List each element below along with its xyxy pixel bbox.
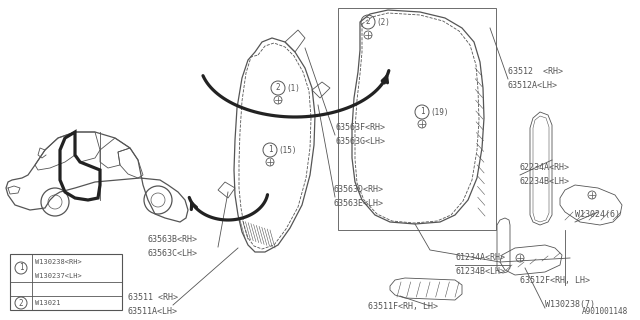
Text: 2: 2 bbox=[365, 18, 371, 27]
Text: 63563C<LH>: 63563C<LH> bbox=[148, 250, 198, 259]
Text: (19): (19) bbox=[430, 108, 449, 116]
Text: 62234B<LH>: 62234B<LH> bbox=[520, 178, 570, 187]
Text: 63511A<LH>: 63511A<LH> bbox=[128, 308, 178, 316]
Text: W130238(7): W130238(7) bbox=[545, 300, 595, 309]
Text: 62234A<RH>: 62234A<RH> bbox=[520, 164, 570, 172]
Text: 1: 1 bbox=[19, 263, 23, 273]
Text: 1: 1 bbox=[420, 108, 424, 116]
Text: 2: 2 bbox=[19, 299, 23, 308]
Bar bbox=[338, 8, 496, 230]
Text: W13024(6): W13024(6) bbox=[575, 211, 620, 220]
Text: 63512F<RH, LH>: 63512F<RH, LH> bbox=[520, 276, 590, 284]
Text: W130238<RH>: W130238<RH> bbox=[35, 259, 82, 265]
Text: (15): (15) bbox=[278, 146, 296, 155]
Bar bbox=[10, 254, 122, 310]
Text: 61234A<RH>: 61234A<RH> bbox=[455, 253, 505, 262]
Text: 1: 1 bbox=[268, 146, 272, 155]
Text: 63511 <RH>: 63511 <RH> bbox=[128, 293, 178, 302]
Text: W13021: W13021 bbox=[35, 300, 61, 306]
Text: (2): (2) bbox=[376, 18, 390, 27]
Text: 63512  <RH>: 63512 <RH> bbox=[508, 68, 563, 76]
Text: 63563E<LH>: 63563E<LH> bbox=[333, 199, 383, 209]
Text: 63563G<LH>: 63563G<LH> bbox=[335, 138, 385, 147]
Text: 63512A<LH>: 63512A<LH> bbox=[508, 82, 558, 91]
Text: 63563F<RH>: 63563F<RH> bbox=[335, 124, 385, 132]
Text: (1): (1) bbox=[286, 84, 300, 92]
Text: 63563B<RH>: 63563B<RH> bbox=[148, 236, 198, 244]
Text: A901001148: A901001148 bbox=[582, 307, 628, 316]
Text: W130237<LH>: W130237<LH> bbox=[35, 273, 82, 278]
Text: 61234B<LH>: 61234B<LH> bbox=[455, 268, 505, 276]
Text: 63511F<RH, LH>: 63511F<RH, LH> bbox=[368, 301, 438, 310]
Text: 63563D<RH>: 63563D<RH> bbox=[333, 186, 383, 195]
Text: 2: 2 bbox=[276, 84, 280, 92]
